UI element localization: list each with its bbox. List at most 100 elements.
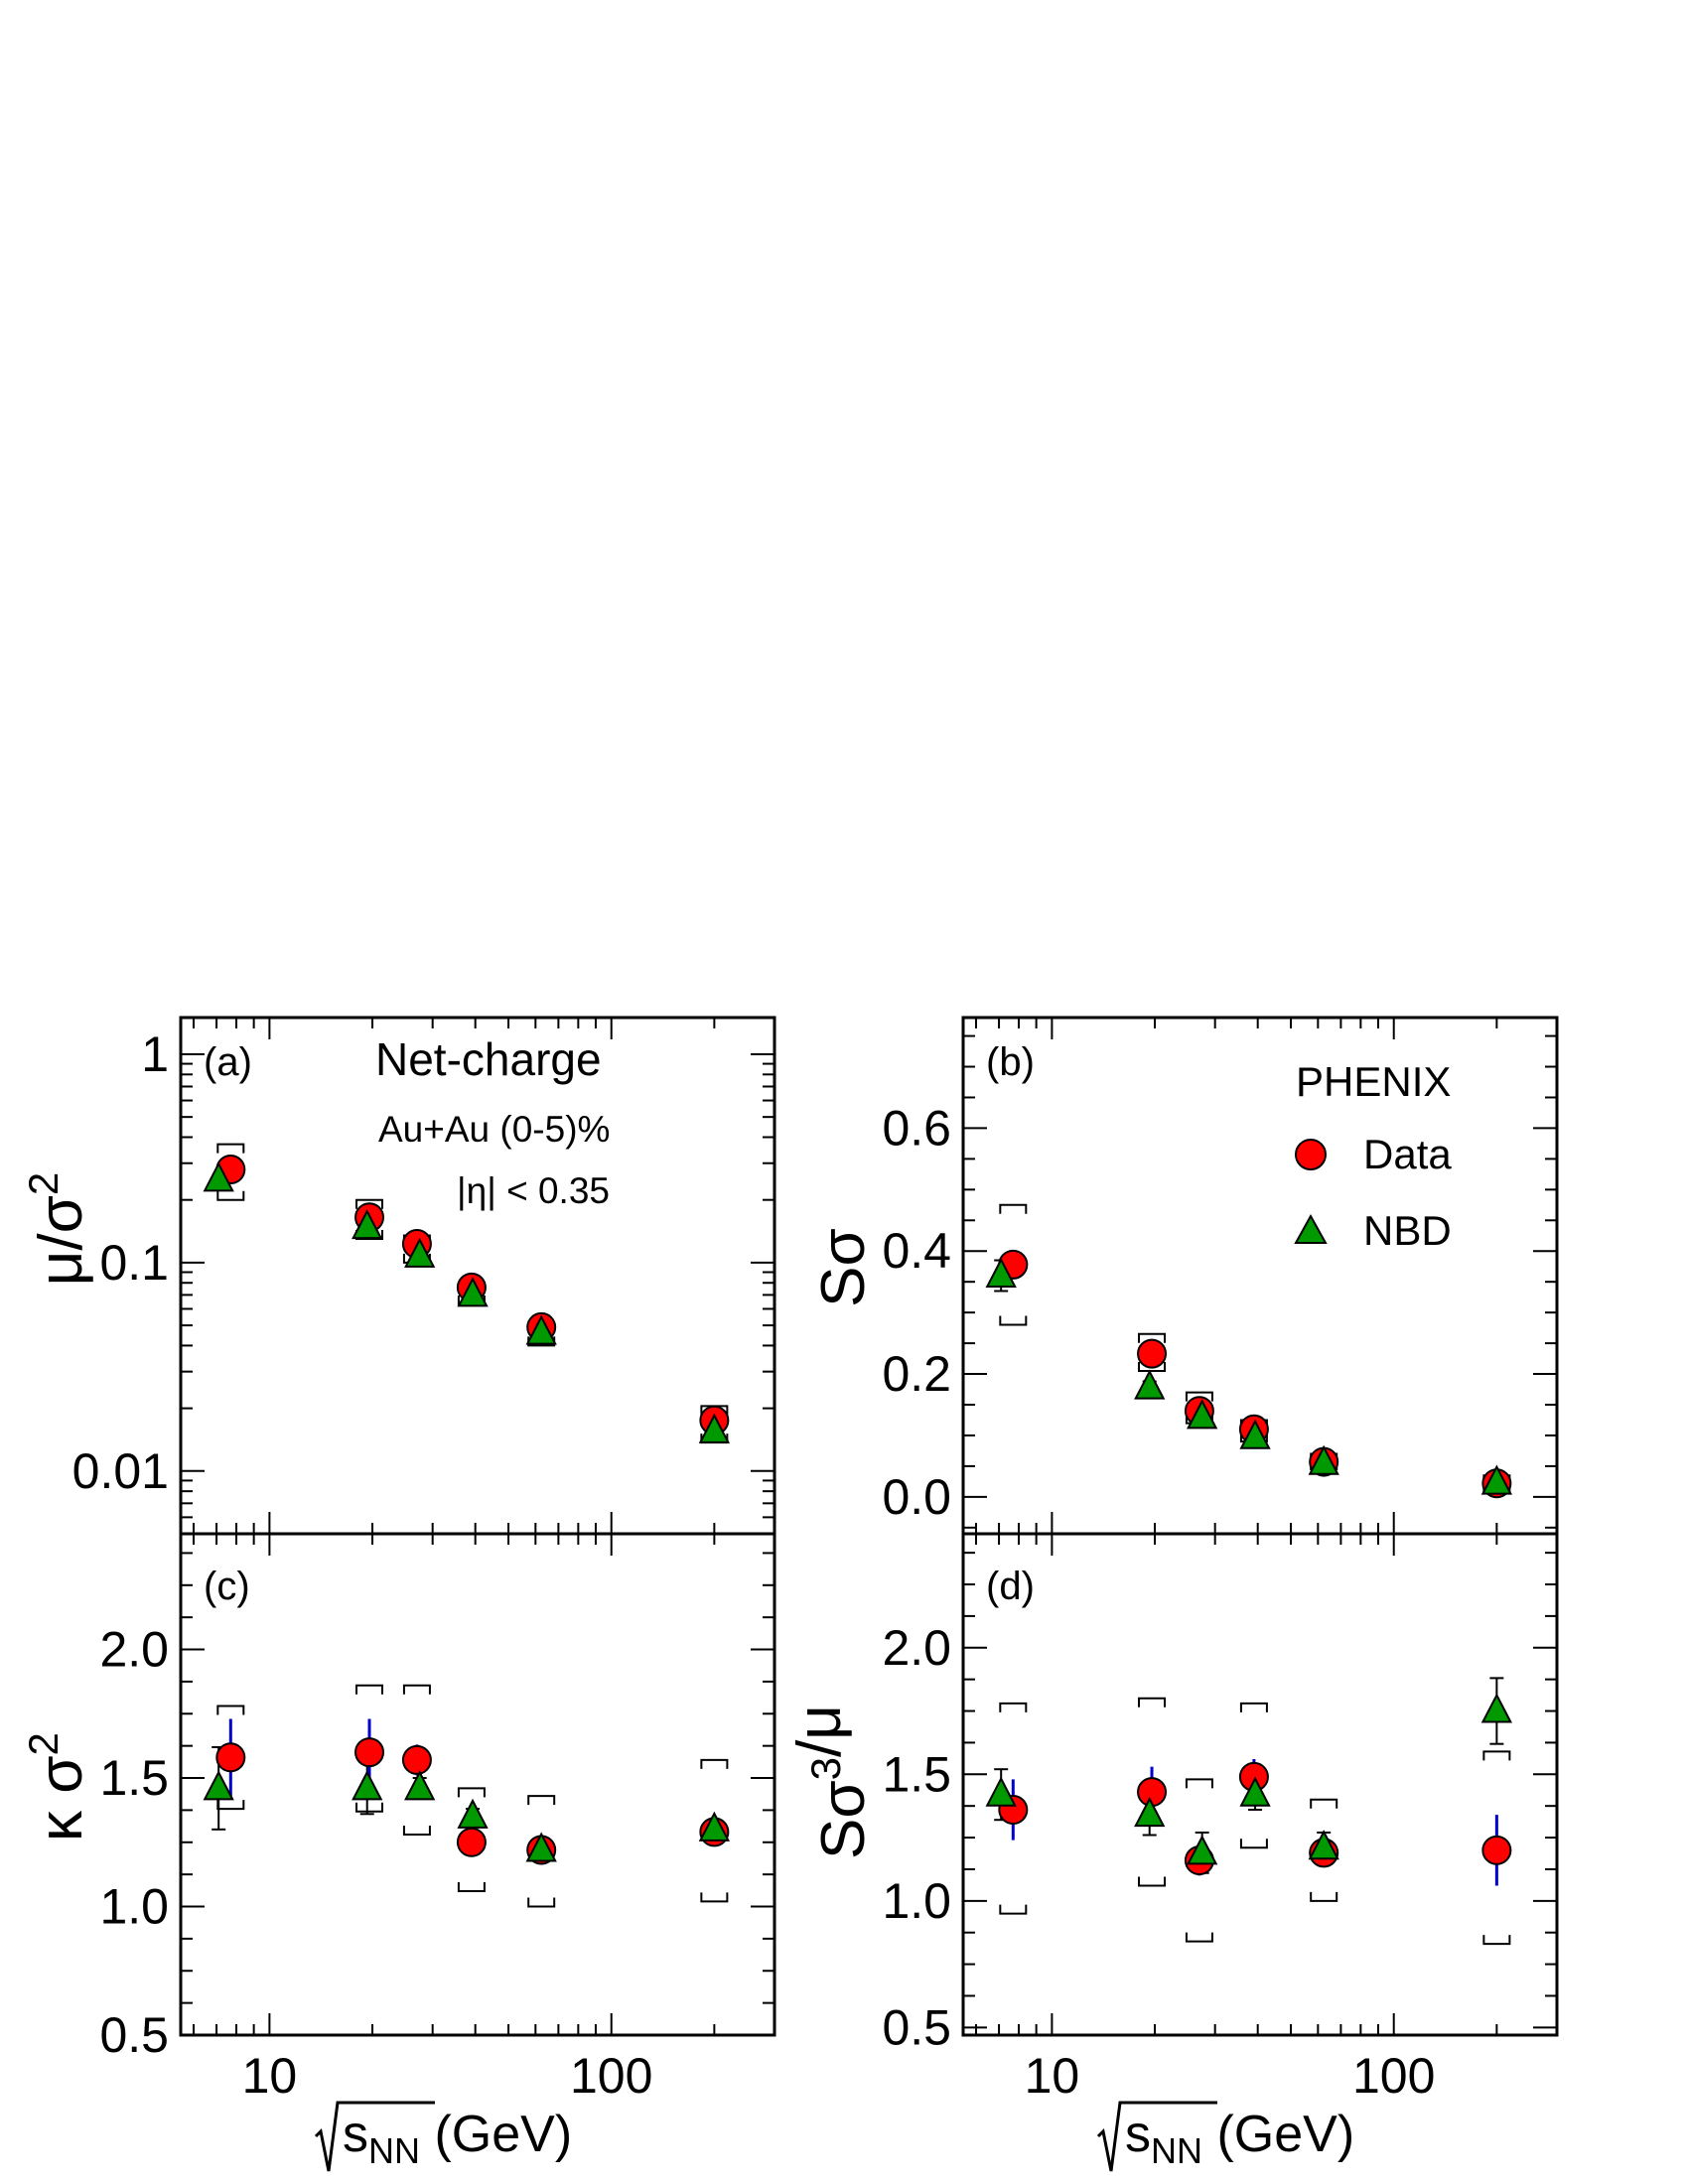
plot-frame — [179, 1532, 776, 2037]
syst-bracket-bottom — [1310, 1891, 1338, 1902]
syst-bracket-top — [999, 1702, 1028, 1712]
panel-label: (c) — [204, 1565, 250, 1608]
nbd-point — [352, 1770, 383, 1801]
syst-bracket-bottom — [1185, 1932, 1213, 1943]
panel-label: (a) — [204, 1040, 252, 1084]
y-tick-label: 1 — [141, 1026, 169, 1082]
panel-d: 10 100 0.5 1.0 1.5 2.0 (d) Sσ3/μ — [785, 1532, 1559, 2104]
panel-a-eta-label: |η| < 0.35 — [457, 1170, 610, 1211]
syst-bracket-bottom — [457, 1881, 486, 1892]
x-tick-label: 100 — [570, 2048, 652, 2104]
y-tick-label: 2.0 — [99, 1622, 169, 1678]
syst-bracket-top — [999, 1203, 1028, 1214]
y-tick-label: 0.0 — [882, 1469, 951, 1525]
y-tick-label: 0.4 — [882, 1223, 951, 1279]
syst-bracket-bottom — [999, 1904, 1028, 1915]
y-axis-title: κ σ2 — [20, 1732, 95, 1842]
nbd-point — [404, 1237, 436, 1268]
nbd-point — [985, 1776, 1017, 1807]
plot-frame — [961, 1016, 1559, 1536]
nbd-point — [985, 1257, 1017, 1288]
data-point — [456, 1827, 487, 1857]
syst-bracket-top — [1138, 1332, 1167, 1343]
nbd-point — [525, 1314, 557, 1345]
x-tick-label: 100 — [1352, 2048, 1435, 2104]
syst-bracket-top — [355, 1684, 384, 1695]
nbd-point — [1187, 1399, 1218, 1430]
panel-label: (b) — [986, 1040, 1035, 1084]
nbd-point — [352, 1208, 383, 1240]
syst-bracket-top — [1482, 1750, 1511, 1761]
nbd-point — [1134, 1796, 1166, 1828]
panel-a-system-label: Au+Au (0-5)% — [378, 1109, 610, 1150]
y-tick-label: 1.5 — [99, 1750, 169, 1806]
data-point — [1137, 1338, 1168, 1369]
y-tick-label: 0.1 — [99, 1235, 169, 1291]
syst-bracket-top — [355, 1198, 384, 1209]
syst-bracket-bottom — [999, 1315, 1028, 1326]
syst-bracket-bottom — [1482, 1935, 1511, 1946]
nbd-point — [1480, 1464, 1513, 1495]
data-point — [1481, 1835, 1512, 1865]
y-tick-label: 2.0 — [882, 1620, 951, 1676]
y-tick-label: 0.5 — [99, 2007, 169, 2063]
legend-data-label: Data — [1363, 1131, 1452, 1177]
syst-bracket-top — [216, 1143, 245, 1154]
legend-experiment-label: PHENIX — [1296, 1058, 1451, 1105]
nbd-point — [1308, 1830, 1339, 1860]
syst-bracket-top — [1239, 1702, 1268, 1712]
y-tick-label: 0.2 — [882, 1346, 951, 1402]
nbd-point — [1480, 1693, 1513, 1723]
syst-bracket-bottom — [527, 1897, 556, 1908]
syst-bracket-bottom — [1138, 1876, 1167, 1887]
syst-bracket-top — [1310, 1798, 1338, 1809]
nbd-point — [203, 1770, 234, 1801]
nbd-point — [457, 1798, 489, 1829]
data-point — [401, 1744, 432, 1775]
syst-bracket-top — [402, 1684, 431, 1695]
nbd-point — [457, 1277, 489, 1307]
syst-bracket-bottom — [1138, 1361, 1167, 1372]
nbd-point — [525, 1832, 557, 1862]
legend-data-marker — [1295, 1139, 1327, 1170]
syst-bracket-bottom — [402, 1826, 431, 1836]
x-axis-title-right: sNN (GeV) — [1096, 2101, 1354, 2172]
y-tick-label: 0.01 — [72, 1443, 169, 1499]
data-point — [354, 1737, 385, 1768]
syst-bracket-top — [1185, 1391, 1213, 1402]
nbd-point — [698, 1413, 731, 1443]
y-tick-label: 0.5 — [882, 1999, 951, 2055]
legend-nbd-label: NBD — [1363, 1207, 1452, 1254]
syst-bracket-top — [527, 1795, 556, 1806]
x-axis-title-left: sNN (GeV) — [314, 2101, 572, 2172]
syst-bracket-bottom — [216, 1190, 245, 1201]
syst-bracket-top — [700, 1758, 729, 1769]
svg-text:sNN (GeV): sNN (GeV) — [343, 2106, 572, 2171]
syst-bracket-bottom — [700, 1892, 729, 1903]
panel-label: (d) — [986, 1565, 1035, 1608]
nbd-point — [1239, 1776, 1271, 1807]
panel-c: 10 100 0.5 1.0 1.5 2.0 (c) κ σ2 — [20, 1532, 776, 2104]
y-tick-label: 1.5 — [882, 1746, 951, 1802]
y-axis-title: Sσ — [809, 1228, 878, 1307]
svg-text:sNN (GeV): sNN (GeV) — [1125, 2106, 1354, 2171]
panel-b: 0.0 0.2 0.4 0.6 (b) Sσ — [809, 1016, 1559, 1536]
nbd-point — [698, 1811, 731, 1842]
nbd-point — [1134, 1369, 1166, 1400]
panel-a-net-charge-label: Net-charge — [375, 1033, 602, 1085]
nbd-point — [1187, 1835, 1218, 1865]
nbd-point — [1239, 1419, 1271, 1449]
y-axis-title: μ/σ2 — [20, 1172, 95, 1287]
syst-bracket-bottom — [1239, 1839, 1268, 1849]
data-point — [215, 1742, 246, 1773]
y-axis-title: Sσ3/μ — [785, 1705, 878, 1859]
x-tick-label: 10 — [1025, 2048, 1080, 2104]
nbd-point — [203, 1161, 234, 1192]
x-tick-label: 10 — [242, 2048, 298, 2104]
sqrt-symbol-left — [314, 2101, 435, 2172]
syst-bracket-top — [1185, 1778, 1213, 1789]
legend-nbd-marker — [1294, 1213, 1328, 1244]
sqrt-symbol-right — [1096, 2101, 1217, 2172]
syst-bracket-bottom — [216, 1800, 245, 1811]
